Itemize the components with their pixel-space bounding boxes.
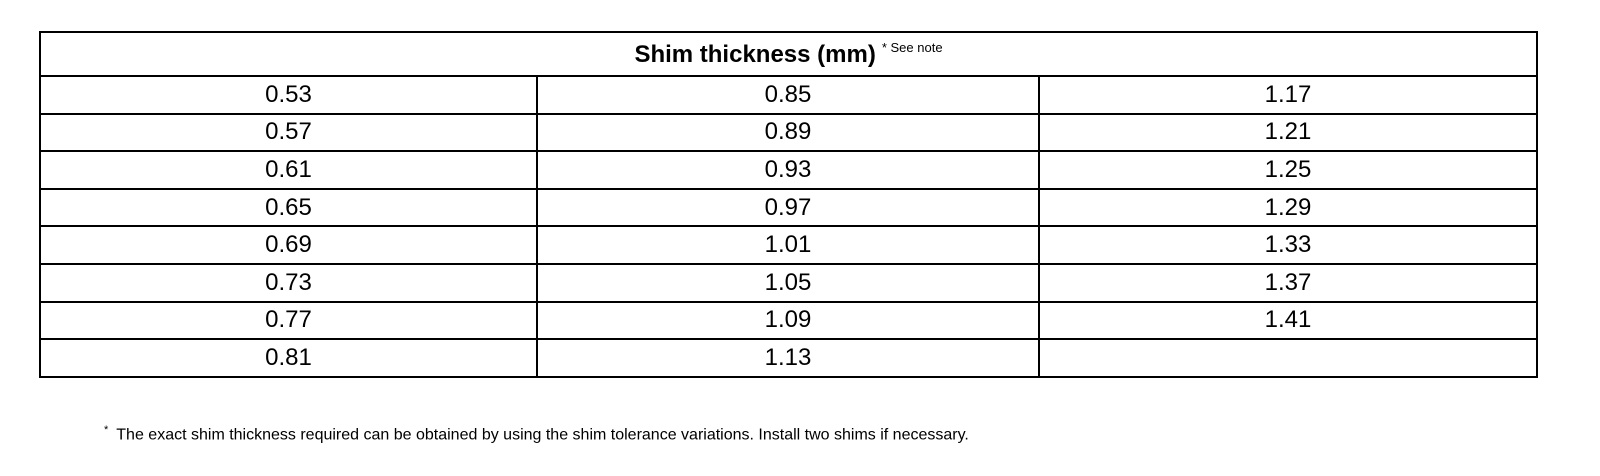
header-row: Shim thickness (mm) * See note bbox=[39, 31, 1538, 77]
table-cell: 0.57 bbox=[39, 112, 538, 153]
table-cell: 0.97 bbox=[536, 187, 1040, 228]
table-cell: 1.01 bbox=[536, 225, 1040, 265]
table-cell: 0.77 bbox=[39, 300, 538, 341]
header-cell: Shim thickness (mm) * See note bbox=[39, 31, 1538, 77]
table-row: 0.65 0.97 1.29 bbox=[39, 187, 1538, 228]
table-cell: 1.05 bbox=[536, 262, 1040, 303]
table-title: Shim thickness (mm) bbox=[634, 40, 876, 68]
table-cell: 0.93 bbox=[536, 150, 1040, 190]
table-row: 0.81 1.13 bbox=[39, 338, 1538, 378]
table-cell: 0.69 bbox=[39, 225, 538, 265]
shim-table: Shim thickness (mm) * See note 0.53 0.85 1.… bbox=[39, 31, 1538, 378]
table-cell: 1.41 bbox=[1038, 300, 1538, 341]
table-row: 0.77 1.09 1.41 bbox=[39, 300, 1538, 341]
footnote-marker: * bbox=[104, 424, 109, 436]
table-cell: 0.61 bbox=[39, 150, 538, 190]
table-cell: 0.53 bbox=[39, 75, 538, 115]
table-cell: 1.17 bbox=[1038, 75, 1538, 115]
table-row: 0.69 1.01 1.33 bbox=[39, 225, 1538, 265]
table-row: 0.73 1.05 1.37 bbox=[39, 262, 1538, 303]
table-cell: 1.29 bbox=[1038, 187, 1538, 228]
table-cell: 0.81 bbox=[39, 338, 538, 378]
title-note: * See note bbox=[881, 39, 943, 55]
table-cell bbox=[1038, 338, 1538, 378]
table-cell: 1.13 bbox=[536, 338, 1040, 378]
table-cell: 0.73 bbox=[39, 262, 538, 303]
table-row: 0.61 0.93 1.25 bbox=[39, 150, 1538, 190]
table-body: 0.53 0.85 1.17 0.57 0.89 1.21 0.61 0.93 1.25 0.65… bbox=[39, 75, 1538, 378]
footnote-text: The exact shim thickness required can be… bbox=[116, 426, 969, 444]
table-cell: 1.37 bbox=[1038, 262, 1538, 303]
table-cell: 1.09 bbox=[536, 300, 1040, 341]
table-cell: 1.25 bbox=[1038, 150, 1538, 190]
table-cell: 1.21 bbox=[1038, 112, 1538, 153]
table-row: 0.57 0.89 1.21 bbox=[39, 112, 1538, 153]
table-cell: 0.89 bbox=[536, 112, 1040, 153]
table-cell: 0.65 bbox=[39, 187, 538, 228]
footnote: * The exact shim thickness required can b… bbox=[104, 424, 969, 444]
table-row: 0.53 0.85 1.17 bbox=[39, 75, 1538, 115]
table-cell: 1.33 bbox=[1038, 225, 1538, 265]
table-cell: 0.85 bbox=[536, 75, 1040, 115]
